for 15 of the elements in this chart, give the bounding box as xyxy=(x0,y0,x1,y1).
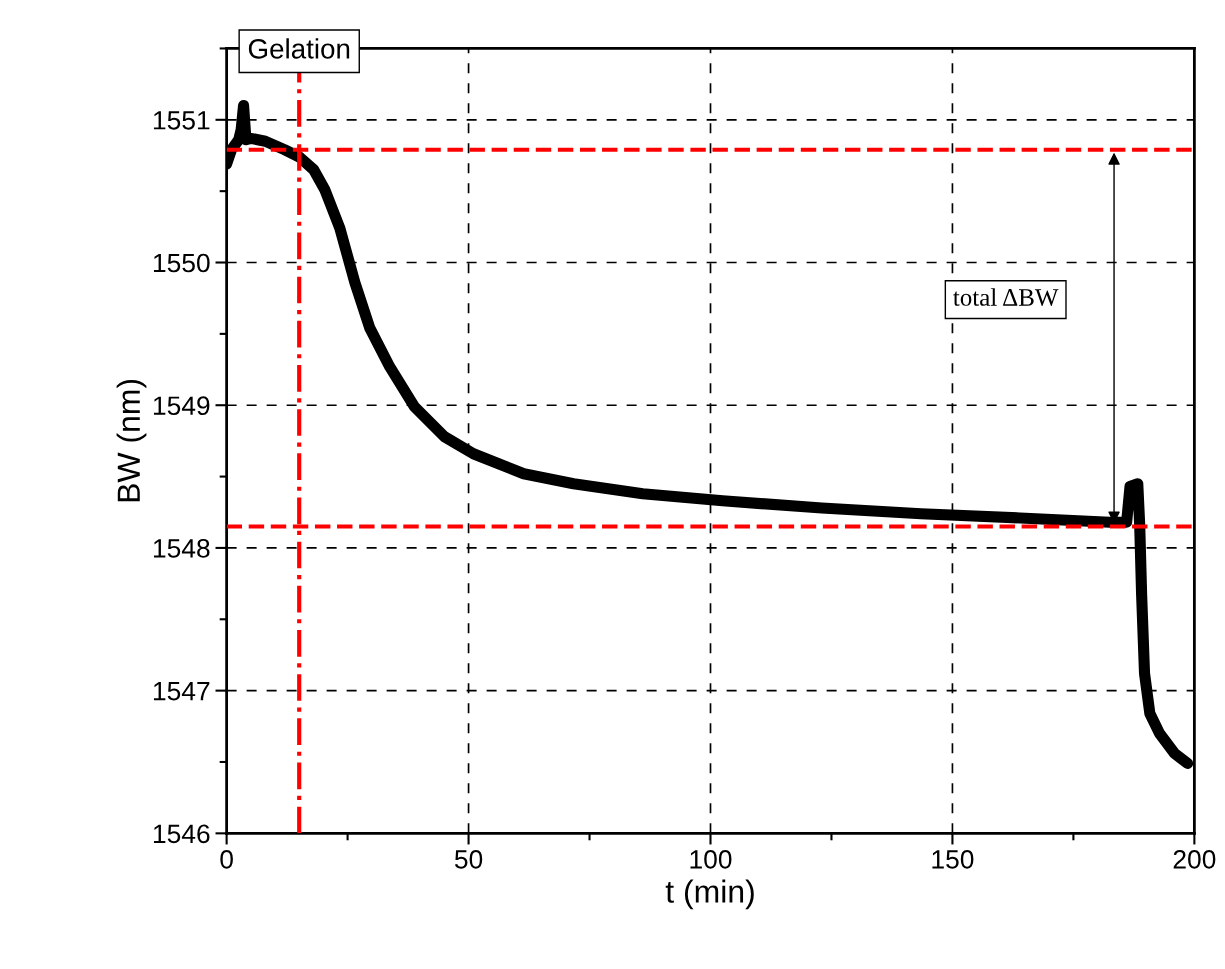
y-tick-label: 1551 xyxy=(153,111,210,130)
x-axis-title: t (min) xyxy=(665,879,754,910)
y-tick-label: 1549 xyxy=(153,396,210,416)
x-tick-label: 0 xyxy=(220,850,233,869)
x-tick-label: 200 xyxy=(1173,850,1216,869)
x-tick-label: 100 xyxy=(690,850,732,869)
y-tick-label: 1546 xyxy=(153,824,210,844)
ref-line-label: Gelation xyxy=(248,38,350,59)
y-tick-label: 1547 xyxy=(153,682,210,701)
y-axis-title: BW (nm) xyxy=(116,379,147,502)
x-tick-label: 150 xyxy=(932,850,974,869)
annotation: total ΔBW xyxy=(953,288,1059,307)
y-tick-label: 1550 xyxy=(153,253,210,273)
x-tick-label: 50 xyxy=(454,850,483,869)
y-tick-label: 1548 xyxy=(153,539,210,558)
